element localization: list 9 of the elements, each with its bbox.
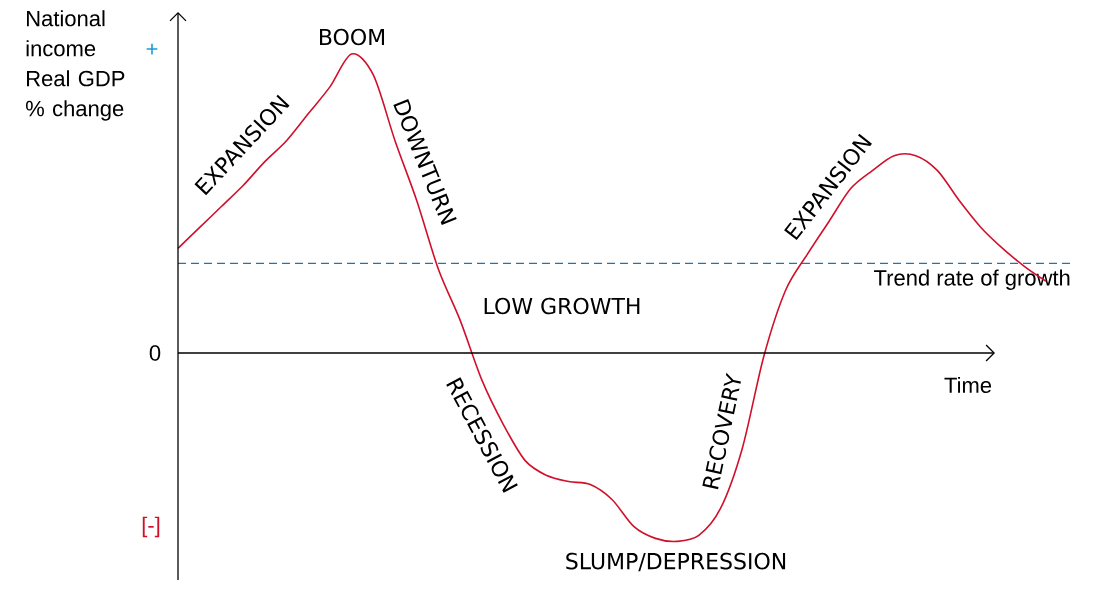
x-axis-title: Time xyxy=(944,376,992,394)
text: [-] xyxy=(142,516,160,538)
ref-line-label: Trend rate of growth xyxy=(874,269,1070,290)
y-axis-title: National income Real GDP % change xyxy=(25,10,125,121)
annotation: LOW GROWTH xyxy=(484,297,640,315)
text: + xyxy=(146,43,158,55)
text: 0 xyxy=(149,345,161,361)
text: BOOM xyxy=(320,28,385,46)
text: SLUMP/DEPRESSION xyxy=(566,552,786,572)
